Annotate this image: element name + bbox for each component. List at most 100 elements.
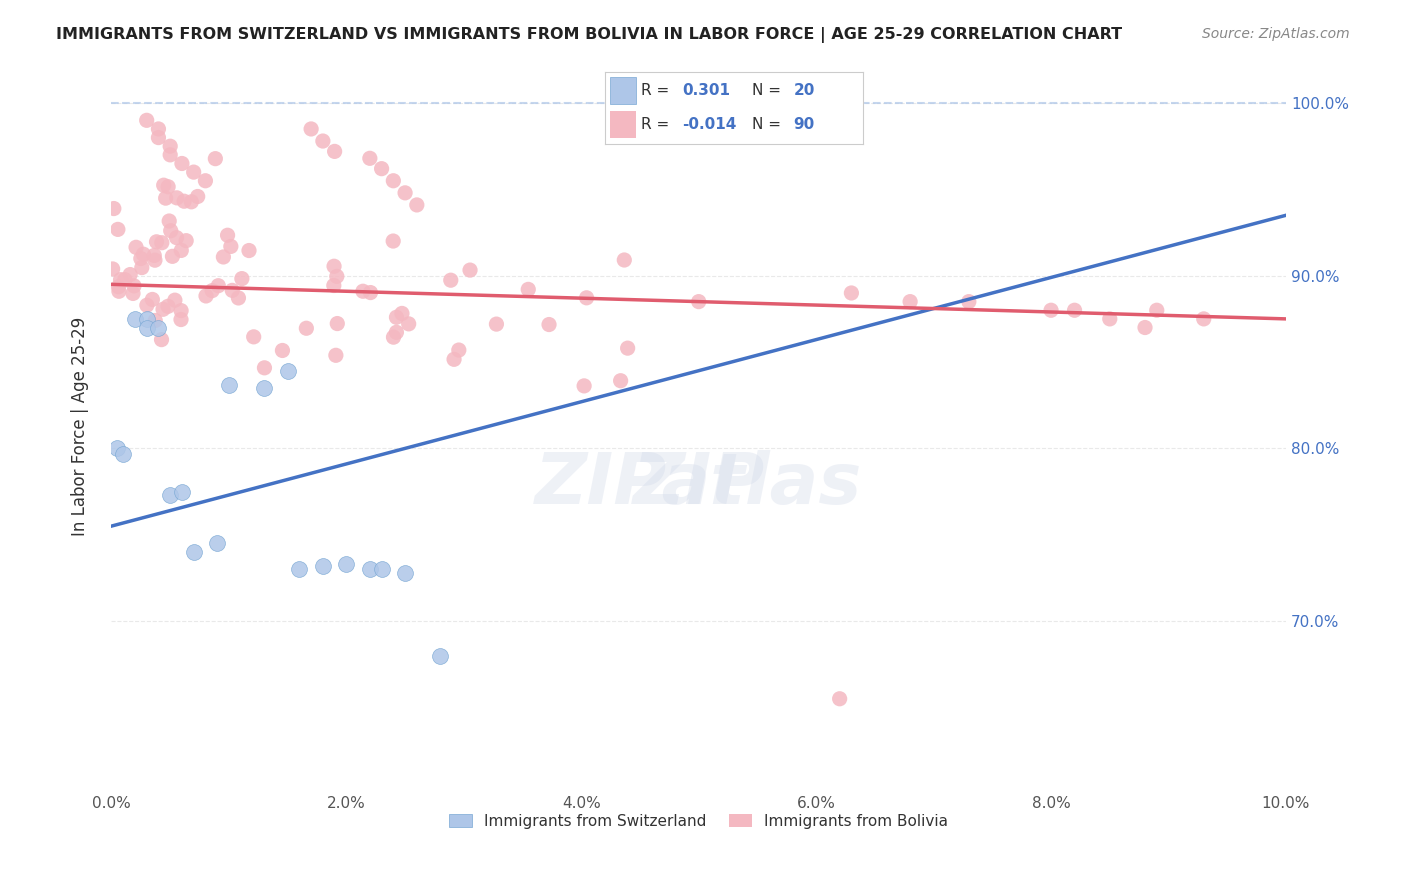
Point (170, 244, 193, 258)
Point (159, 139, 181, 153)
Point (148, 320, 170, 334)
Point (170, 484, 193, 499)
Point (1063, 303, 1085, 318)
Point (205, 536, 228, 550)
Point (1040, 303, 1063, 318)
Point (385, 326, 408, 340)
Point (194, 174, 217, 188)
Point (429, 648, 451, 663)
Point (204, 152, 226, 166)
Point (155, 191, 177, 205)
Point (132, 247, 155, 261)
Point (145, 235, 167, 249)
Point (114, 272, 136, 286)
Point (156, 299, 179, 313)
Point (195, 289, 218, 303)
Text: Source: ZipAtlas.com: Source: ZipAtlas.com (1202, 27, 1350, 41)
Point (572, 379, 595, 393)
Text: ZIPatlas: ZIPatlas (536, 450, 862, 518)
Point (405, 198, 427, 212)
Point (201, 284, 224, 298)
Point (125, 240, 148, 254)
Point (828, 691, 851, 706)
Point (143, 253, 166, 268)
Point (394, 186, 416, 200)
Point (385, 310, 408, 325)
Point (150, 333, 173, 347)
Point (131, 260, 153, 275)
Point (180, 194, 202, 209)
Point (124, 311, 146, 326)
Point (458, 263, 481, 277)
Point (370, 562, 392, 576)
Point (166, 191, 188, 205)
Point (323, 259, 346, 273)
Point (157, 214, 180, 228)
Point (105, 442, 128, 456)
Point (187, 189, 209, 203)
Point (326, 269, 349, 284)
Point (163, 293, 186, 308)
Point (170, 312, 193, 326)
Point (616, 341, 638, 355)
Point (174, 234, 197, 248)
Point (148, 130, 170, 145)
Point (253, 360, 276, 375)
Point (841, 285, 863, 300)
Point (219, 239, 242, 253)
Point (359, 562, 381, 576)
Point (359, 151, 381, 165)
Point (135, 311, 157, 326)
Point (440, 273, 463, 287)
Point (231, 271, 253, 285)
Point (312, 134, 335, 148)
Point (218, 377, 240, 392)
Point (613, 252, 636, 267)
Point (398, 317, 420, 331)
Point (575, 291, 598, 305)
Point (295, 321, 318, 335)
Point (299, 122, 322, 136)
Point (135, 298, 157, 312)
Point (228, 291, 250, 305)
Point (277, 364, 299, 378)
Point (120, 268, 142, 282)
Point (325, 348, 347, 362)
Point (129, 252, 152, 266)
Point (183, 545, 205, 559)
Point (207, 278, 229, 293)
Point (1192, 311, 1215, 326)
Point (162, 249, 184, 263)
Point (141, 293, 163, 307)
Point (122, 286, 145, 301)
Point (112, 446, 135, 460)
Point (688, 294, 710, 309)
Point (107, 279, 129, 293)
Point (253, 381, 276, 395)
Point (217, 228, 239, 243)
Point (271, 343, 294, 358)
Point (288, 562, 311, 576)
Point (135, 320, 157, 334)
Legend: Immigrants from Switzerland, Immigrants from Bolivia: Immigrants from Switzerland, Immigrants … (443, 807, 955, 835)
Point (152, 178, 174, 193)
Point (238, 244, 260, 258)
Text: ZIP: ZIP (633, 450, 765, 518)
Point (157, 179, 180, 194)
Point (242, 330, 264, 344)
Point (135, 113, 157, 128)
Point (110, 273, 132, 287)
Point (360, 285, 382, 300)
Point (322, 278, 344, 293)
Point (352, 285, 374, 299)
Point (326, 317, 349, 331)
Point (152, 302, 174, 317)
Point (382, 234, 405, 248)
Point (159, 224, 181, 238)
Point (335, 557, 357, 571)
Point (1133, 320, 1156, 334)
Point (170, 303, 193, 318)
Y-axis label: In Labor Force | Age 25-29: In Labor Force | Age 25-29 (72, 318, 89, 536)
Point (391, 306, 413, 320)
Point (107, 222, 129, 236)
